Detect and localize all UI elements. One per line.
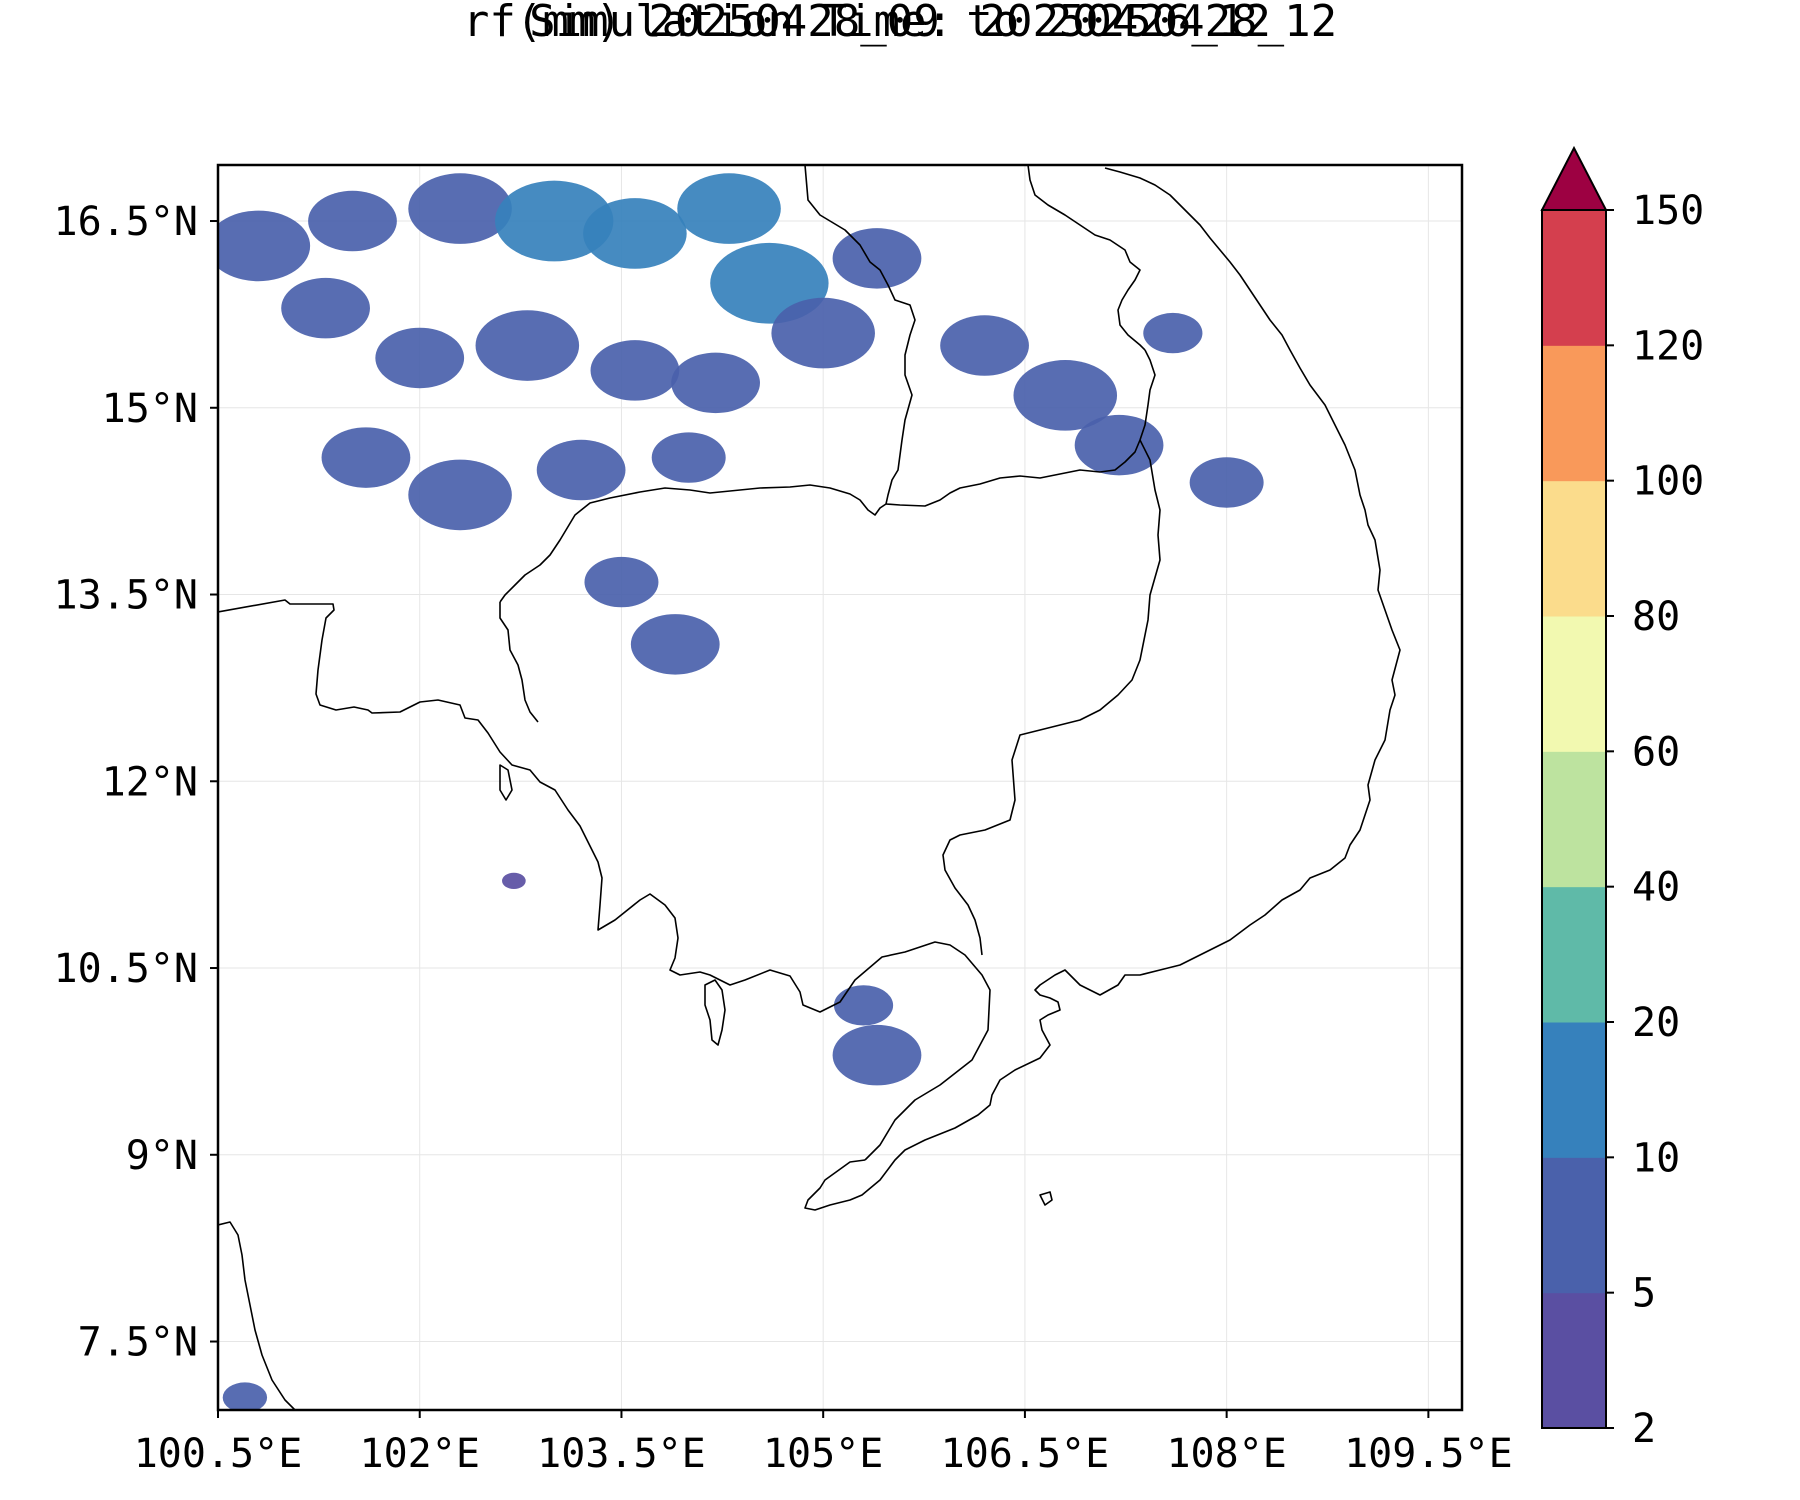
y-tick-label: 9°N <box>126 1133 198 1179</box>
y-tick-label: 13.5°N <box>54 573 199 619</box>
colorbar-tick-label: 20 <box>1632 1000 1680 1046</box>
rain-patch <box>375 327 465 389</box>
rain-patch <box>832 228 922 289</box>
rain-patch <box>218 210 311 282</box>
y-tick-label: 12°N <box>102 759 198 805</box>
rain-patch <box>677 173 781 244</box>
rain-patch <box>833 985 894 1026</box>
x-tick-label: 105°E <box>763 1431 883 1477</box>
y-tick-label: 15°N <box>102 386 198 432</box>
map-title-line2: Simulation Time: 20250426_12 <box>529 0 1271 47</box>
rain-patch <box>321 427 411 488</box>
colorbar-band <box>1542 616 1606 752</box>
rain-patch <box>671 352 760 414</box>
colorbar-band <box>1542 1157 1606 1294</box>
colorbar-tick-label: 60 <box>1632 729 1680 775</box>
colorbar-tick-label: 120 <box>1632 323 1704 369</box>
border-cambodia-vietnam <box>942 439 1161 956</box>
x-tick-label: 103.5°E <box>537 1431 706 1477</box>
border-laos-cambodia-vietnam <box>885 349 1156 507</box>
rain-patch <box>590 340 680 401</box>
rain-patch <box>1143 312 1203 354</box>
island-con-son <box>1039 1191 1053 1206</box>
colorbar-tick-label: 5 <box>1632 1271 1656 1317</box>
colorbar-band <box>1542 480 1606 617</box>
x-tick-label: 106.5°E <box>941 1431 1110 1477</box>
colorbar-tick-label: 40 <box>1632 865 1680 911</box>
colorbar-band <box>1542 1292 1606 1429</box>
x-tick-label: 108°E <box>1166 1431 1286 1477</box>
rain-patch <box>584 556 659 608</box>
border-thailand-cambodia-laos <box>499 484 887 603</box>
rain-patch <box>408 459 512 531</box>
x-tick-label: 102°E <box>360 1431 480 1477</box>
colorbar-band <box>1542 345 1606 482</box>
rain-patch <box>583 198 687 269</box>
island-phu-quoc <box>704 979 726 1046</box>
colorbar-tick-label: 2 <box>1632 1406 1656 1452</box>
border-thailand-cambodia-south <box>499 602 539 723</box>
colorbar-tick-label: 150 <box>1632 188 1704 234</box>
colorbar-tick-label: 100 <box>1632 459 1704 505</box>
y-tick-label: 7.5°N <box>78 1320 198 1366</box>
coastline-gulf-of-thailand <box>218 599 991 1161</box>
colorbar-band <box>1542 751 1606 888</box>
rain-patch <box>1074 414 1164 476</box>
rainfall-contours <box>218 173 1264 1410</box>
y-axis-ticks: 7.5°N 9°N 10.5°N 12°N 13.5°N 15°N 16.5°N <box>54 199 218 1366</box>
rain-patch <box>771 297 875 369</box>
x-axis-ticks: 100.5°E 102°E 103.5°E 105°E 106.5°E 108°E 109.… <box>134 1410 1513 1477</box>
rain-patch <box>495 180 614 262</box>
rain-patch <box>222 1382 268 1410</box>
rain-patch <box>651 432 726 483</box>
colorbar: 2 5 10 20 40 60 80 100 120 150 <box>1540 145 1704 1452</box>
map-title-line1: rf(mm) 20250428_09 to 20250428_12 <box>462 0 1338 47</box>
rain-patch <box>630 614 720 675</box>
rain-patch <box>1189 457 1264 508</box>
rain-patch <box>475 310 580 381</box>
x-tick-label: 100.5°E <box>134 1431 303 1477</box>
rain-patch <box>832 1024 922 1086</box>
y-tick-label: 10.5°N <box>54 946 199 992</box>
rain-patch <box>502 872 526 889</box>
y-tick-label: 16.5°N <box>54 199 199 245</box>
border-laos-vietnam-north <box>1027 165 1146 351</box>
rain-patch <box>281 277 370 339</box>
island-koh-kong <box>499 764 513 801</box>
rain-patch <box>536 439 626 501</box>
rain-patch <box>940 315 1029 376</box>
colorbar-frame <box>1541 209 1607 1429</box>
x-tick-label: 109.5°E <box>1344 1431 1513 1477</box>
colorbar-band <box>1542 210 1606 346</box>
rain-patch <box>1013 360 1118 431</box>
colorbar-tick-label: 10 <box>1632 1135 1680 1181</box>
rain-patch <box>308 190 397 252</box>
coastline-west-malay <box>218 1221 296 1410</box>
colorbar-extend-triangle <box>1540 145 1608 211</box>
map-frame <box>216 163 1464 1412</box>
coastline-mekong-delta <box>804 167 1401 1211</box>
colorbar-tick-label: 80 <box>1632 594 1680 640</box>
rain-patch <box>408 173 512 244</box>
colorbar-band <box>1542 1022 1606 1158</box>
coastline-borders <box>218 165 1401 1410</box>
border-laos-thailand-north <box>804 165 916 505</box>
colorbar-band <box>1542 886 1606 1023</box>
